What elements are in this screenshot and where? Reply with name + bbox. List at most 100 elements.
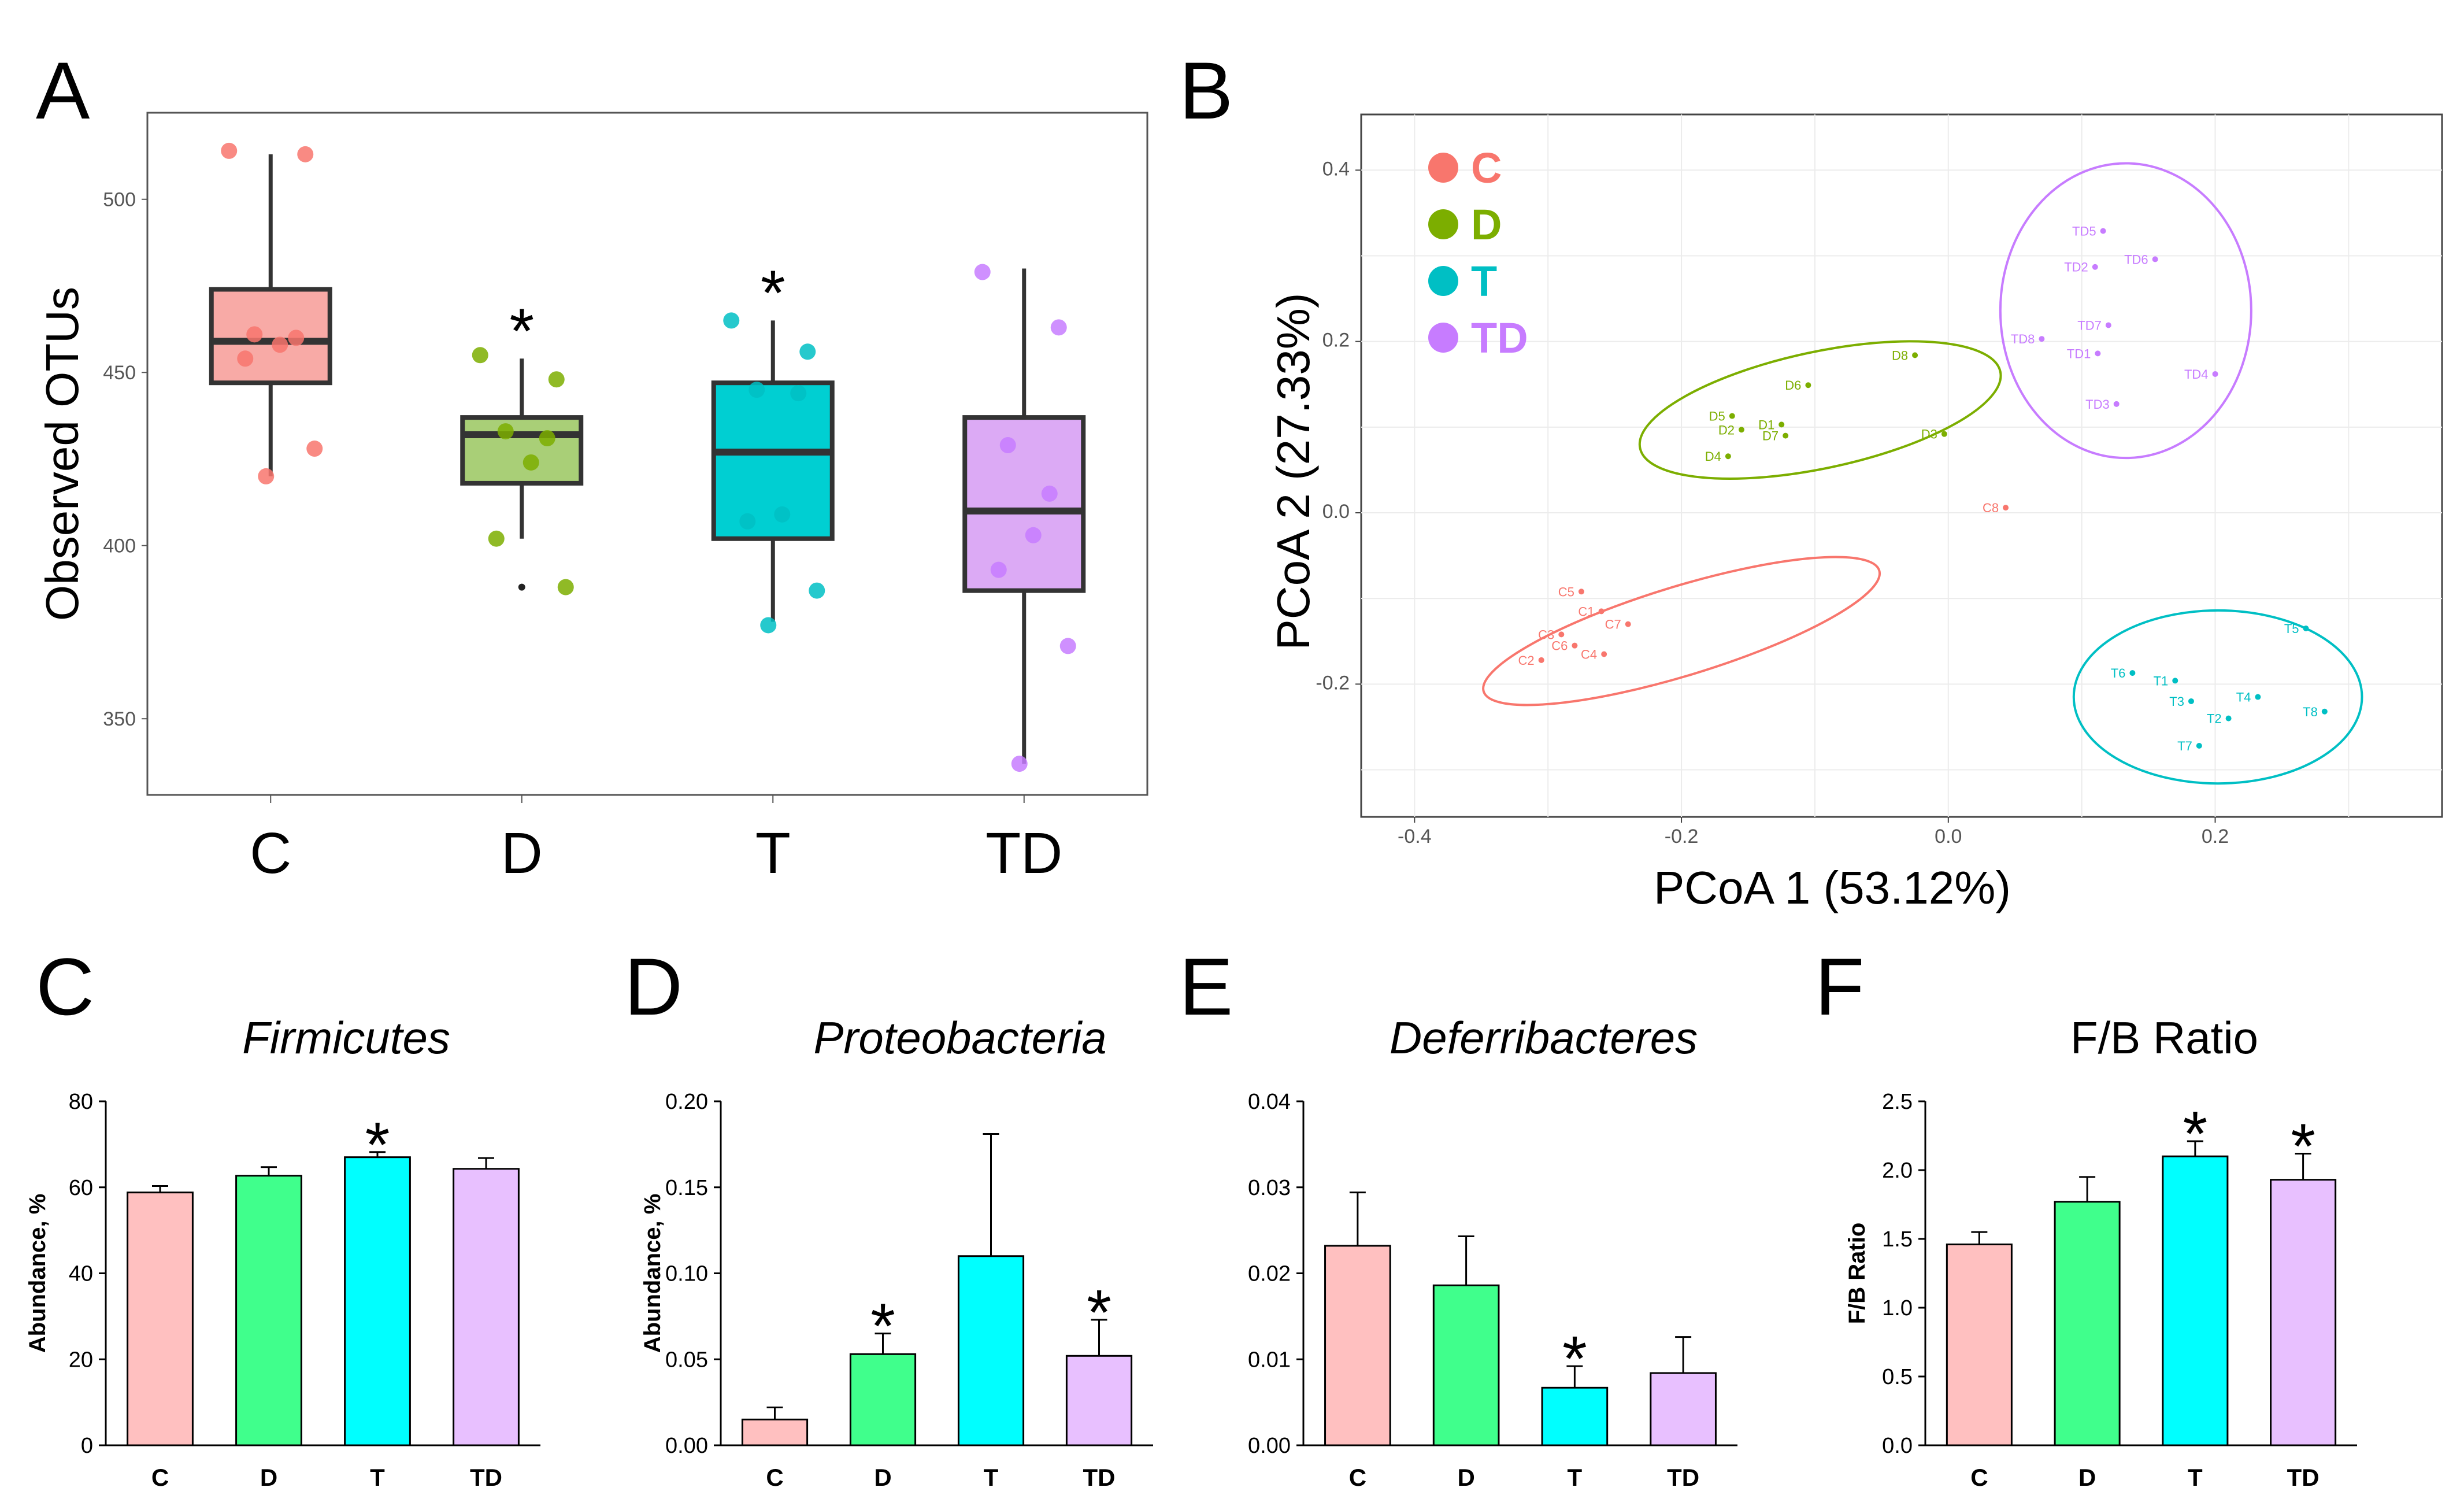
scatter-point — [2188, 698, 2194, 704]
scatter-point — [1941, 431, 1947, 437]
significance-star: * — [2291, 1111, 2315, 1182]
panel-letter-e: E — [1179, 941, 1233, 1032]
x-category-label: T — [1568, 1464, 1583, 1491]
data-point — [497, 423, 514, 440]
point-label: C8 — [1983, 501, 1999, 515]
panel-e-bar-chart: Deferribacteres 0.00 0.01 0.02 0.03 0.04 C D T * T… — [1248, 1012, 1737, 1491]
point-label: T1 — [2154, 674, 2169, 688]
x-axis-title: PCoA 1 (53.12%) — [1654, 862, 2011, 913]
bar-td — [1065, 1355, 1133, 1446]
y-axis-title: PCoA 2 (27.33%) — [1268, 293, 1319, 650]
point-label: TD5 — [2072, 224, 2096, 239]
data-point — [297, 146, 314, 162]
point-label: C7 — [1605, 617, 1621, 632]
y-tick-label: 0.2 — [1322, 330, 1350, 351]
x-tick-label: 0.2 — [2202, 826, 2229, 848]
scatter-point — [1783, 432, 1789, 439]
data-point — [739, 513, 756, 530]
bar-c — [741, 1418, 809, 1446]
bar-d — [235, 1175, 302, 1446]
scatter-point — [2303, 626, 2309, 632]
point-label: D8 — [1892, 348, 1908, 362]
bar-t — [2162, 1155, 2229, 1446]
x-category-label: TD — [1667, 1464, 1699, 1491]
y-tick-label: 80 — [69, 1090, 93, 1114]
x-category-label: D — [874, 1464, 891, 1491]
y-tick-label: 0.10 — [665, 1262, 708, 1286]
y-tick-label: 1.0 — [1882, 1296, 1913, 1320]
scatter-point — [1805, 382, 1811, 388]
x-category-label: T — [755, 821, 791, 886]
y-tick-label: 0.0 — [1882, 1434, 1913, 1458]
data-point — [974, 264, 991, 280]
legend-label: T — [1471, 257, 1497, 305]
point-label: T8 — [2303, 705, 2318, 719]
y-axis-title: Abundance, % — [25, 1194, 50, 1353]
y-tick-label: 0.01 — [1248, 1348, 1291, 1372]
y-tick-label: 0.4 — [1322, 158, 1350, 180]
scatter-point — [2092, 264, 2098, 270]
x-category-label: C — [250, 821, 291, 886]
panel-letter-d: D — [624, 941, 683, 1032]
significance-star: * — [365, 1109, 390, 1181]
box-t — [711, 380, 835, 541]
plot-area-b — [1360, 113, 2443, 818]
y-tick-label: 0 — [81, 1434, 93, 1458]
panel-c-bar-chart: Firmicutes 0 20 40 60 80 Abundance, % C D T * TD — [25, 1012, 540, 1491]
chart-title: Proteobacteria — [813, 1012, 1106, 1063]
point-label: T6 — [2111, 666, 2126, 680]
x-category-label: T — [370, 1464, 385, 1491]
panel-letter-f: F — [1815, 941, 1865, 1032]
ellipse-t — [2072, 609, 2363, 785]
data-point — [539, 430, 555, 447]
y-axis-title: Abundance, % — [640, 1194, 665, 1353]
scatter-point — [1738, 427, 1744, 433]
bar-td — [453, 1168, 520, 1446]
y-axis-title: F/B Ratio — [1844, 1223, 1870, 1324]
bar-d — [849, 1353, 917, 1446]
y-tick-label: -0.2 — [1316, 672, 1350, 694]
point-label: C2 — [1518, 653, 1535, 668]
scatter-point — [2152, 256, 2158, 262]
scatter-point — [2039, 336, 2045, 342]
x-tick-label: -0.4 — [1398, 826, 1432, 848]
bar-d — [1432, 1284, 1500, 1446]
bar-td — [2270, 1179, 2337, 1446]
panel-f-bar-chart: F/B Ratio 0.0 0.5 1.0 1.5 2.0 2.5 F/B Ratio C D T *… — [1844, 1012, 2357, 1491]
y-tick-label: 0.20 — [665, 1090, 708, 1114]
bar-t — [1541, 1386, 1609, 1446]
x-category-label: TD — [1083, 1464, 1116, 1491]
bar-d — [2054, 1201, 2121, 1446]
legend-label: D — [1471, 201, 1502, 249]
scatter-point — [2212, 371, 2218, 377]
data-point — [548, 371, 565, 388]
scatter-point — [2196, 743, 2202, 749]
point-label: T3 — [2169, 694, 2184, 709]
significance-star: * — [2183, 1098, 2207, 1170]
y-tick-label: 60 — [69, 1176, 93, 1200]
bar-c — [1946, 1244, 2013, 1446]
x-category-label: T — [984, 1464, 999, 1491]
scatter-point — [1725, 453, 1731, 460]
panel-b-pcoa-scatter: -0.4 -0.2 0.0 0.2 -0.2 0.0 0.2 0.4 PCoA 1 (53.12… — [1268, 113, 2443, 913]
point-label: TD3 — [2085, 397, 2110, 412]
box-c — [209, 287, 332, 386]
bar-t — [957, 1255, 1025, 1446]
scatter-point — [2100, 228, 2106, 234]
data-point — [809, 582, 825, 599]
bar-c — [127, 1192, 194, 1446]
scatter-point — [2129, 670, 2136, 676]
y-tick-label: 20 — [69, 1348, 93, 1372]
x-tick-label: -0.2 — [1665, 826, 1699, 848]
y-tick-label: 40 — [69, 1262, 93, 1286]
y-tick-label: 0.02 — [1248, 1262, 1291, 1286]
outlier-point — [518, 583, 525, 591]
point-label: T2 — [2207, 712, 2222, 726]
point-label: D2 — [1718, 423, 1735, 437]
significance-star: * — [761, 257, 785, 328]
point-label: C1 — [1578, 604, 1594, 619]
legend-marker-td — [1428, 323, 1458, 353]
data-point — [246, 326, 263, 343]
x-tick-label: 0.0 — [1935, 826, 1962, 848]
data-point — [306, 441, 323, 457]
